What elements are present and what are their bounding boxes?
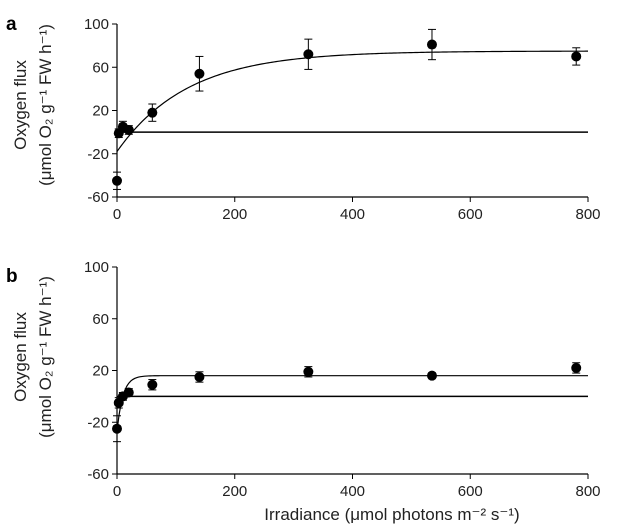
panel-b-data-point <box>147 379 158 390</box>
panel-b: b Oxygen flux (μmol O₂ g⁻¹ FW h⁻¹) Irrad… <box>6 259 601 524</box>
panel-a-y-tick-label: -20 <box>87 146 109 163</box>
panel-a-x-tick-label: 600 <box>458 206 483 223</box>
panel-a-data-point <box>147 107 158 118</box>
panel-b-fit-curve <box>116 375 588 432</box>
panel-letter-b: b <box>6 266 18 287</box>
panel-a-data-point <box>112 175 122 186</box>
panel-a-y-tick-label: 20 <box>92 103 109 120</box>
panel-b-ylabel-line1: Oxygen flux <box>11 312 30 402</box>
panel-a-ylabel-line1: Oxygen flux <box>11 60 30 150</box>
panel-b-y-tick-label: 100 <box>84 259 109 276</box>
panel-a-data-point <box>194 68 205 79</box>
panel-b-data-point <box>571 362 582 373</box>
panel-a-x-tick-label: 400 <box>340 206 365 223</box>
panel-b-data-point <box>112 423 122 434</box>
x-axis-title: Irradiance (μmol photons m⁻² s⁻¹) <box>264 505 519 524</box>
panel-b-y-tick-label: -60 <box>87 466 109 483</box>
panel-a-x-tick-label: 200 <box>222 206 247 223</box>
panel-a-x-tick-label: 0 <box>113 206 121 223</box>
panel-b-x-tick-label: 400 <box>340 483 365 500</box>
panel-b-y-tick-label: 60 <box>92 311 109 328</box>
panel-b-data-point <box>426 370 437 381</box>
panel-b-data-point <box>303 366 314 377</box>
panel-a-y-tick-label: 60 <box>92 59 109 76</box>
panel-b-y-tick-label: 20 <box>92 363 109 380</box>
panel-a-y-tick-label: 100 <box>84 16 109 33</box>
panel-b-x-tick-label: 600 <box>458 483 483 500</box>
panel-a-x-tick-label: 800 <box>575 206 600 223</box>
panel-b-y-tick-label: -20 <box>87 414 109 431</box>
panel-b-data-point <box>194 371 205 382</box>
panel-a-data-point <box>303 49 314 60</box>
panel-a-ylabel-line2: (μmol O₂ g⁻¹ FW h⁻¹) <box>36 24 55 186</box>
panel-b-x-tick-label: 0 <box>113 483 121 500</box>
panel-a-data-point <box>123 124 134 135</box>
panel-a-data-point <box>426 39 437 50</box>
panel-b-x-tick-label: 200 <box>222 483 247 500</box>
panel-b-ylabel-line2: (μmol O₂ g⁻¹ FW h⁻¹) <box>36 276 55 438</box>
panel-a: a Oxygen flux (μmol O₂ g⁻¹ FW h⁻¹) -60 -2… <box>6 14 601 223</box>
panel-a-data-point <box>571 51 582 62</box>
panel-a-y-tick-label: -60 <box>87 189 109 206</box>
panel-letter-a: a <box>6 14 17 35</box>
panel-b-x-tick-label: 800 <box>575 483 600 500</box>
panel-a-fit-curve <box>116 50 588 152</box>
panel-b-data-point <box>123 387 134 398</box>
